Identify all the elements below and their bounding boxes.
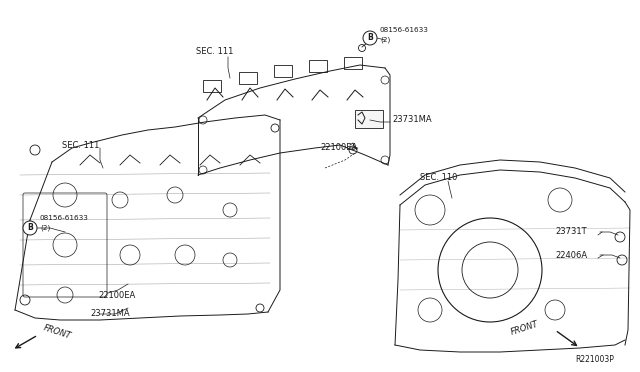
Bar (309, 60, 327, 72)
Text: 08156-61633: 08156-61633 (380, 27, 429, 33)
Text: SEC. 110: SEC. 110 (420, 173, 458, 182)
Text: SEC. 111: SEC. 111 (62, 141, 99, 150)
Bar (274, 65, 292, 77)
Text: 23731T: 23731T (555, 228, 587, 237)
Text: SEC. 111: SEC. 111 (196, 48, 234, 57)
Circle shape (363, 31, 377, 45)
Text: (2): (2) (380, 37, 390, 43)
Circle shape (23, 221, 37, 235)
Text: 23731MA: 23731MA (90, 308, 130, 317)
Bar (203, 80, 221, 92)
Bar (344, 57, 362, 69)
Text: R221003P: R221003P (575, 355, 614, 364)
Text: 22406A: 22406A (555, 250, 587, 260)
Text: 22100EA: 22100EA (320, 144, 357, 153)
Text: FRONT: FRONT (42, 323, 72, 341)
Text: B: B (27, 224, 33, 232)
Text: 22100EA: 22100EA (98, 292, 135, 301)
Bar (239, 72, 257, 84)
Text: 08156-61633: 08156-61633 (40, 215, 89, 221)
Text: FRONT: FRONT (510, 319, 540, 337)
Text: B: B (367, 33, 373, 42)
Text: 23731MA: 23731MA (392, 115, 431, 125)
Text: (2): (2) (40, 225, 51, 231)
Bar (355, 110, 383, 128)
